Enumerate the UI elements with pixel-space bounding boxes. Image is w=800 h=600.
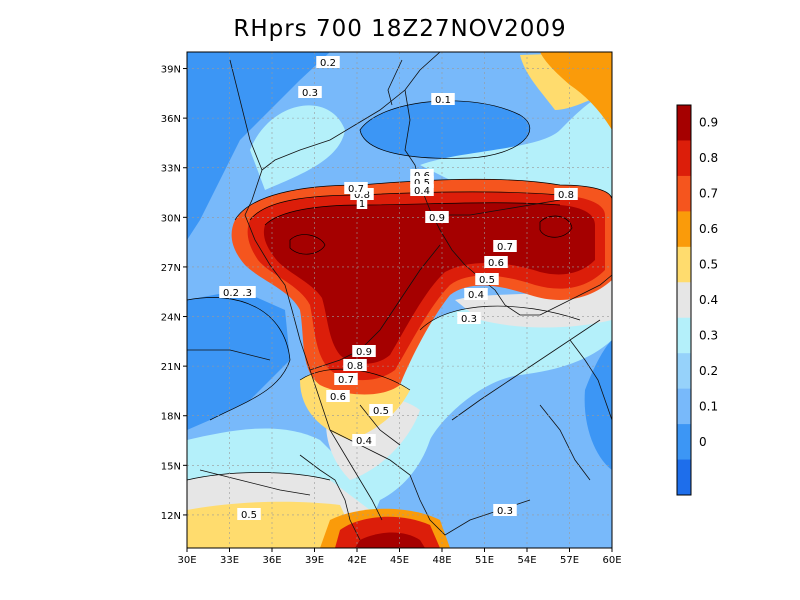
contour-label-bg bbox=[326, 390, 350, 402]
contour-label-bg bbox=[410, 184, 434, 196]
y-axis-ticks: 12N 15N 18N 21N 24N 27N 30N 33N 36N 39N bbox=[161, 65, 187, 522]
contour-label-bg bbox=[493, 504, 517, 516]
contour-label: 0.5 bbox=[479, 275, 495, 286]
colorbar-label: 0.2 bbox=[699, 364, 718, 378]
colorbar-swatch bbox=[677, 424, 691, 461]
contour-label: 0.5 bbox=[373, 406, 389, 417]
contour-label: 0.7 bbox=[338, 375, 354, 386]
contour-label-bg bbox=[369, 404, 393, 416]
contour-label-bg bbox=[344, 182, 368, 194]
borders bbox=[187, 52, 612, 541]
contour-label-bg bbox=[464, 288, 488, 300]
colorbar-frame bbox=[676, 104, 692, 496]
contour-label-bg bbox=[316, 56, 340, 68]
contour-label: 0.7 bbox=[497, 242, 513, 253]
y-tick-label: 21N bbox=[161, 362, 181, 373]
colorbar-swatch bbox=[677, 353, 691, 390]
x-tick-label: 45E bbox=[390, 555, 409, 566]
y-tick-label: 27N bbox=[161, 263, 181, 274]
contour-label: 0.3 bbox=[302, 88, 318, 99]
contour-labels: 0.20.30.10.30.40.50.60.70.80.910.80.70.6… bbox=[219, 56, 578, 521]
contour-label: 0.1 bbox=[435, 95, 451, 106]
contour-field bbox=[187, 52, 612, 548]
contour-label: 0.5 bbox=[241, 510, 257, 521]
colorbar: 0.9 0.8 0.7 0.6 0.5 0.4 0.3 0.2 0.1 0 bbox=[676, 104, 718, 496]
y-tick-label: 12N bbox=[161, 511, 181, 522]
map-title: RHprs 700 18Z27NOV2009 bbox=[233, 16, 567, 42]
x-tick-label: 60E bbox=[602, 555, 621, 566]
contour-label-bg bbox=[425, 211, 449, 223]
colorbar-swatch bbox=[677, 140, 691, 177]
colorbar-label: 0.5 bbox=[699, 258, 718, 272]
contour-label: 0.5 bbox=[414, 178, 430, 189]
contour-label: 0.8 bbox=[558, 190, 574, 201]
x-tick-label: 57E bbox=[560, 555, 579, 566]
contour-label: 0.3 bbox=[497, 506, 513, 517]
y-tick-label: 33N bbox=[161, 164, 181, 175]
contour-label-bg bbox=[352, 434, 376, 446]
contour-label-bg bbox=[493, 240, 517, 252]
y-tick-label: 30N bbox=[161, 213, 181, 224]
contour-label-bg bbox=[352, 345, 376, 357]
colorbar-label: 0.6 bbox=[699, 222, 718, 236]
y-tick-label: 24N bbox=[161, 313, 181, 324]
y-tick-label: 36N bbox=[161, 114, 181, 125]
x-tick-label: 48E bbox=[432, 555, 451, 566]
contour-label: 1 bbox=[359, 199, 365, 210]
colorbar-swatch bbox=[677, 105, 691, 141]
contour-label: 0.2 bbox=[320, 58, 336, 69]
x-tick-label: 33E bbox=[220, 555, 239, 566]
colorbar-swatch bbox=[677, 246, 691, 283]
contour-label-bg bbox=[219, 286, 243, 298]
contour-label-bg bbox=[475, 273, 499, 285]
y-tick-label: 15N bbox=[161, 461, 181, 472]
contour-label-bg bbox=[343, 359, 367, 371]
contour-label: 0.6 bbox=[330, 392, 346, 403]
contour-label: 0.8 bbox=[354, 190, 370, 201]
x-tick-label: 30E bbox=[177, 555, 196, 566]
contour-label: 0.9 bbox=[429, 213, 445, 224]
contour-label: 0.3 bbox=[461, 314, 477, 325]
contour-label: 0.4 bbox=[468, 290, 484, 301]
colorbar-label: 0.3 bbox=[699, 328, 718, 342]
colorbar-swatch bbox=[677, 175, 691, 212]
colorbar-label: 0.7 bbox=[699, 187, 718, 201]
contour-label-bg bbox=[356, 197, 368, 209]
contour-label-bg bbox=[298, 86, 322, 98]
x-tick-label: 39E bbox=[305, 555, 324, 566]
colorbar-label: 0.4 bbox=[699, 293, 718, 307]
colorbar-swatch bbox=[677, 388, 691, 425]
x-axis-ticks: 30E 33E 36E 39E 42E 45E 48E 51E 54E 57E 60E bbox=[177, 548, 622, 566]
colorbar-label: 0 bbox=[699, 435, 707, 449]
x-tick-label: 42E bbox=[347, 555, 366, 566]
x-tick-label: 51E bbox=[475, 555, 494, 566]
contour-label-bg bbox=[431, 93, 455, 105]
contour-label: 0.4 bbox=[414, 186, 430, 197]
x-tick-label: 54E bbox=[517, 555, 536, 566]
contour-label: 0.7 bbox=[348, 184, 364, 195]
contour-label-bg bbox=[554, 188, 578, 200]
colorbar-label: 0.8 bbox=[699, 151, 718, 165]
colorbar-swatch bbox=[677, 211, 691, 248]
contour-label: 0.9 bbox=[356, 347, 372, 358]
x-tick-label: 36E bbox=[262, 555, 281, 566]
contour-label: 0.4 bbox=[356, 436, 372, 447]
y-tick-label: 39N bbox=[161, 65, 181, 76]
contour-label-bg bbox=[237, 508, 261, 520]
contour-label: 0.3 bbox=[236, 288, 252, 299]
contour-label: 0.8 bbox=[347, 361, 363, 372]
colorbar-swatch bbox=[677, 317, 691, 354]
colorbar-label: 0.1 bbox=[699, 399, 718, 413]
contour-label: 0.2 bbox=[223, 288, 239, 299]
y-tick-label: 18N bbox=[161, 412, 181, 423]
contour-label-bg bbox=[457, 312, 481, 324]
colorbar-swatch bbox=[677, 282, 691, 319]
contour-label: 0.6 bbox=[488, 258, 504, 269]
contour-label-bg bbox=[334, 373, 358, 385]
colorbar-swatch bbox=[677, 459, 691, 496]
colorbar-label: 0.9 bbox=[699, 116, 718, 130]
contour-label-bg bbox=[484, 256, 508, 268]
